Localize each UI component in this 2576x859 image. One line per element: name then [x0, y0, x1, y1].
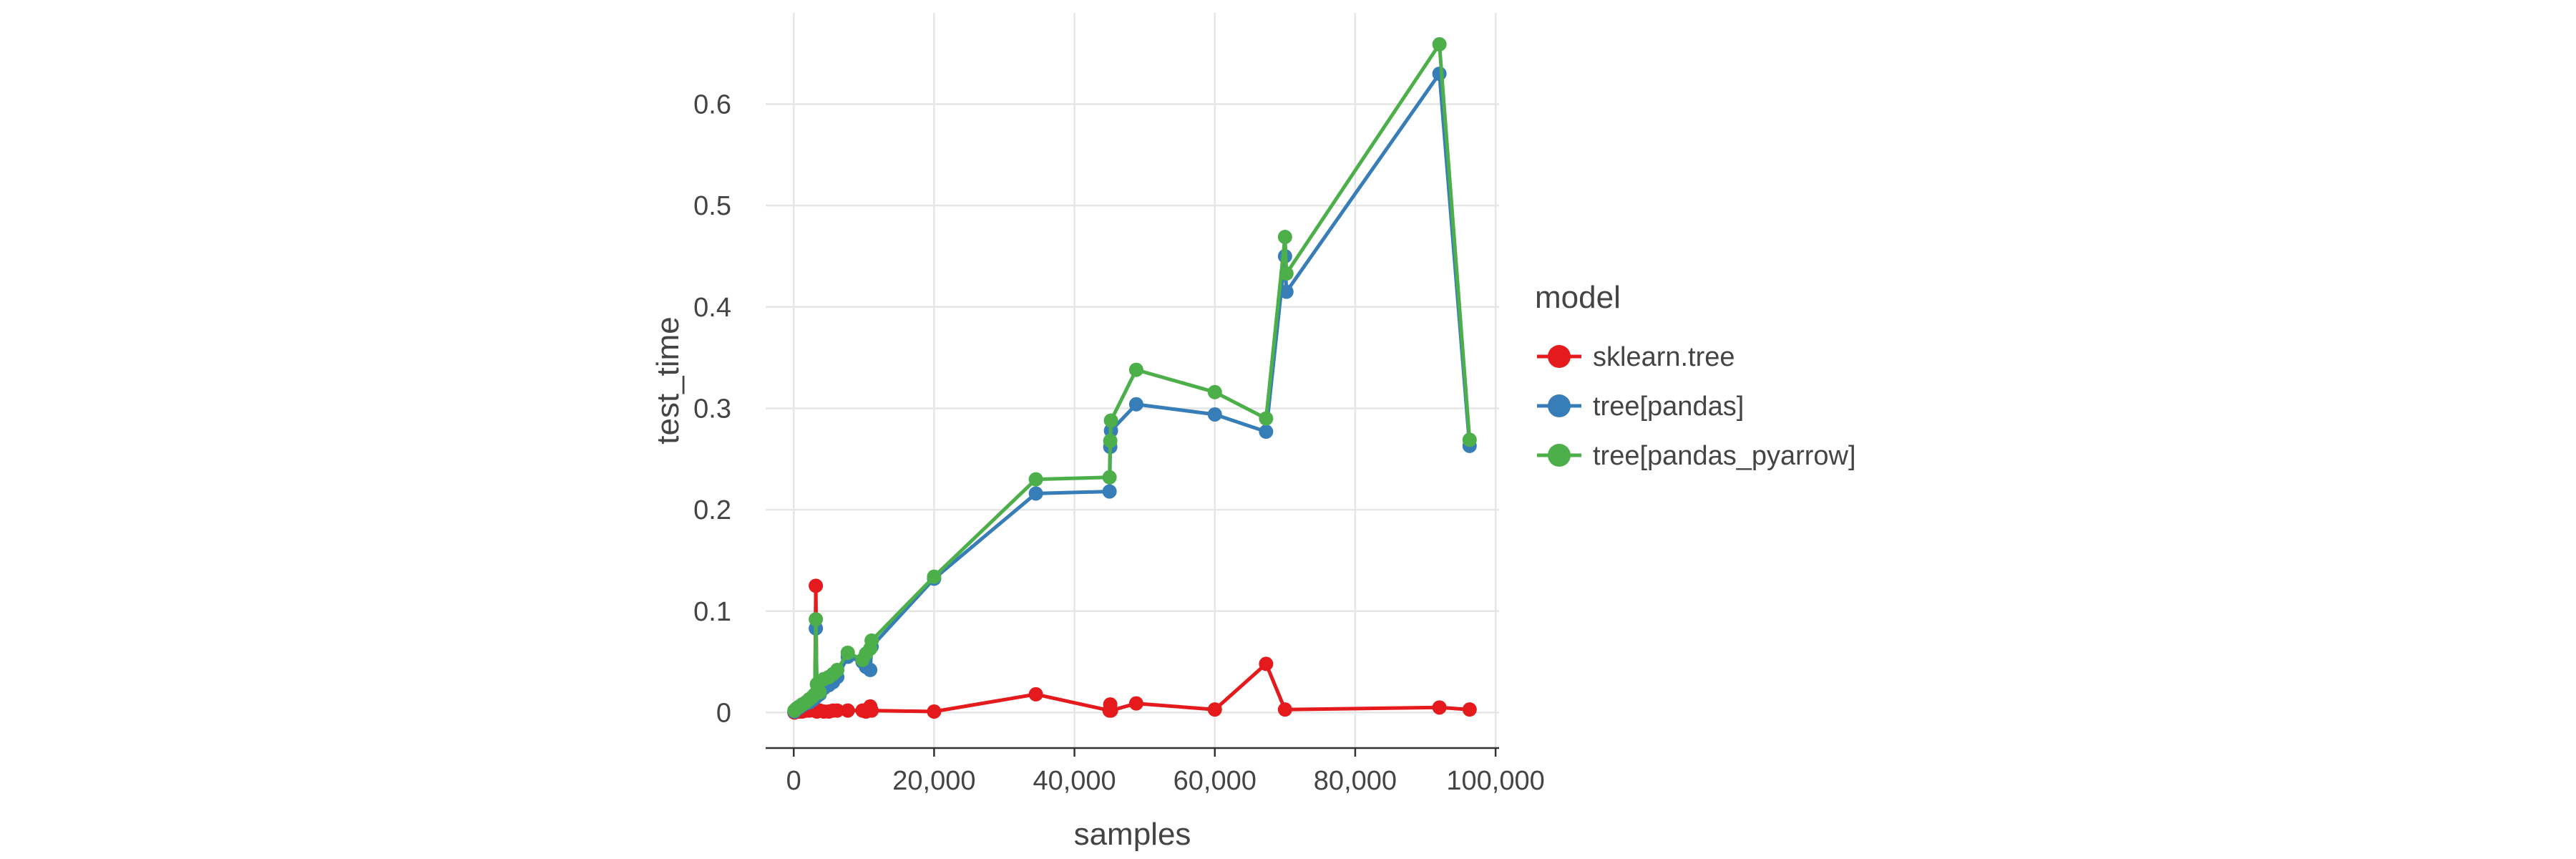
gridlines	[766, 13, 1499, 748]
data-point	[1207, 702, 1222, 717]
y-tick-label: 0.3	[693, 394, 731, 424]
y-tick-label: 0.2	[693, 495, 731, 525]
data-point	[1207, 384, 1222, 399]
legend: model sklearn.tree tree[pandas] tree[panda…	[1535, 280, 1856, 471]
legend-label: tree[pandas_pyarrow]	[1593, 441, 1856, 471]
data-point	[812, 685, 827, 700]
y-tick-label: 0.5	[693, 191, 731, 221]
data-point	[1103, 703, 1118, 718]
data-point	[840, 703, 855, 718]
data-point	[864, 703, 879, 718]
x-tick-label: 40,000	[1033, 766, 1116, 796]
x-tick-label: 60,000	[1174, 766, 1257, 796]
legend-swatch-marker	[1548, 444, 1571, 467]
plot-area	[787, 37, 1477, 720]
legend-label: tree[pandas]	[1593, 392, 1744, 422]
y-tick-label: 0.6	[693, 89, 731, 120]
data-point	[1103, 433, 1118, 448]
data-point	[830, 662, 845, 677]
x-tick-label: 80,000	[1314, 766, 1397, 796]
legend-title: model	[1535, 280, 1621, 315]
data-point	[1259, 411, 1274, 426]
data-point	[1128, 362, 1143, 377]
series-2	[787, 37, 1477, 718]
data-point	[927, 569, 942, 584]
data-point	[1277, 230, 1292, 245]
data-point	[1102, 484, 1117, 499]
data-point	[863, 662, 878, 677]
x-tick-label: 100,000	[1446, 766, 1544, 796]
data-point	[1259, 656, 1274, 671]
data-point	[830, 703, 845, 718]
y-tick-label: 0.1	[693, 597, 731, 627]
data-point	[1259, 424, 1274, 440]
series-0	[787, 578, 1477, 720]
data-point	[809, 612, 824, 627]
legend-swatch-marker	[1548, 394, 1571, 417]
data-point	[1279, 266, 1294, 281]
data-point	[1432, 66, 1447, 81]
data-point	[1103, 413, 1118, 428]
x-tick-label: 20,000	[892, 766, 975, 796]
y-tick-label: 0.4	[693, 293, 731, 323]
data-point	[1102, 470, 1117, 485]
data-point	[1279, 284, 1294, 299]
data-point	[809, 578, 824, 593]
data-point	[1277, 702, 1292, 717]
x-axis-title: samples	[1074, 817, 1191, 852]
data-point	[1462, 702, 1477, 717]
legend-swatch-marker	[1548, 345, 1571, 368]
data-point	[1207, 407, 1222, 422]
data-point	[927, 704, 942, 719]
data-point	[1128, 696, 1143, 711]
data-point	[1028, 686, 1043, 702]
data-point	[1432, 700, 1447, 715]
axes: 0 20,000 40,000 60,000 80,000 100,000 0 0.1 0.2 0…	[693, 89, 1545, 796]
legend-label: sklearn.tree	[1593, 342, 1735, 372]
data-point	[1462, 432, 1477, 447]
y-axis-title: test_time	[650, 316, 686, 445]
data-point	[864, 633, 879, 648]
series-line	[794, 583, 1470, 714]
data-point	[1028, 486, 1043, 501]
data-point	[840, 645, 855, 660]
data-point	[1028, 472, 1043, 487]
y-tick-label: 0	[716, 698, 731, 728]
data-point	[1128, 397, 1143, 412]
data-point	[1432, 37, 1447, 52]
x-tick-label: 0	[786, 766, 801, 796]
